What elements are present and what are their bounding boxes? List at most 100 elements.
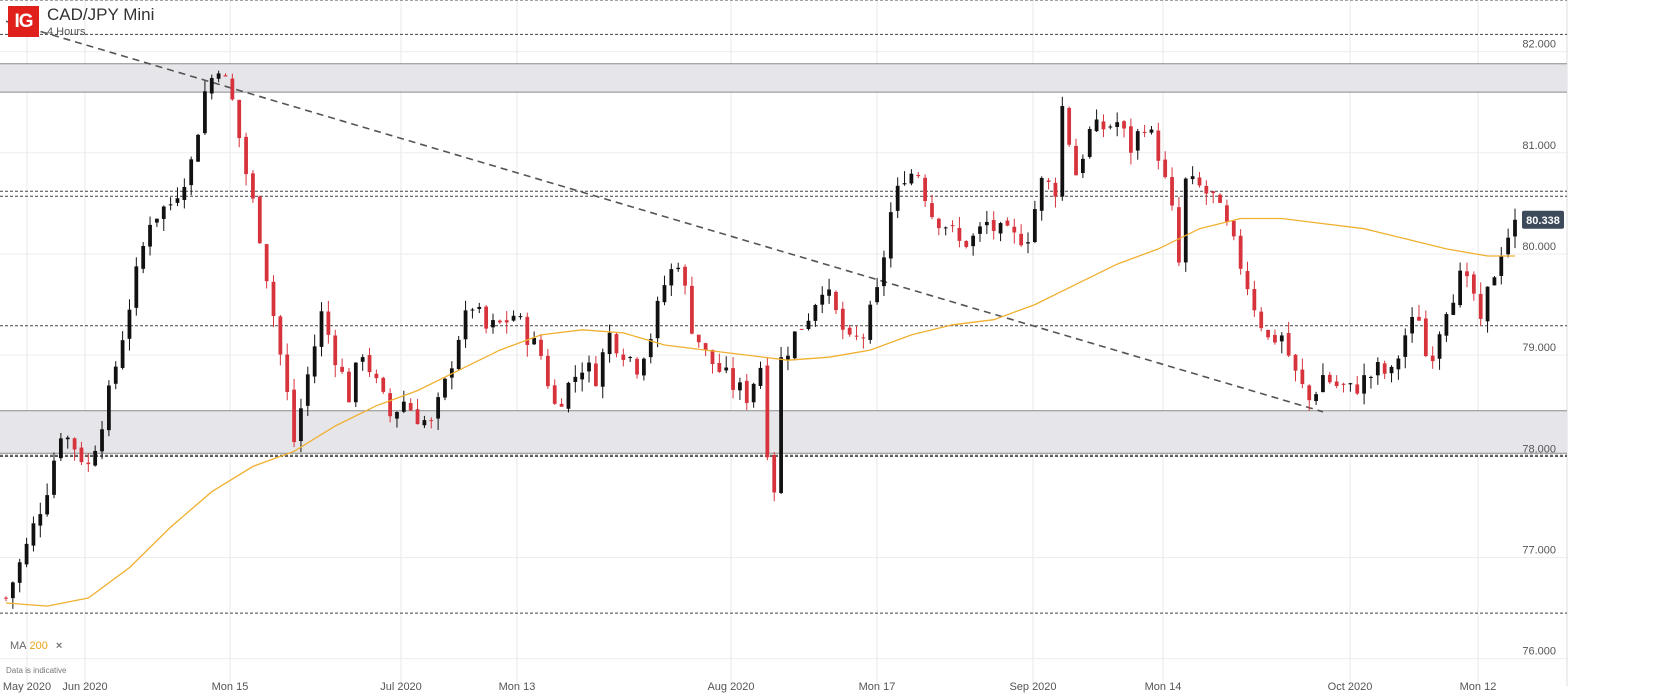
candle-body	[847, 327, 852, 335]
candle-body	[621, 354, 626, 360]
candle-body	[1485, 286, 1490, 322]
zone-1	[0, 410, 1567, 454]
candle-body	[4, 597, 8, 599]
candle-body	[779, 357, 783, 493]
candle-body	[230, 78, 235, 100]
candle-body	[635, 358, 639, 375]
candle-body	[58, 438, 63, 459]
candle-body	[299, 408, 303, 442]
candle-body	[854, 335, 859, 337]
y-tick-label-2: 80.000	[1522, 241, 1556, 253]
candle-body	[1238, 235, 1243, 269]
candle-body	[436, 397, 441, 419]
candle-body	[1094, 119, 1099, 132]
candle-body	[1101, 121, 1106, 130]
candle-body	[326, 311, 331, 335]
candle-body	[669, 269, 674, 286]
candle-body	[244, 136, 248, 175]
candle-body	[1197, 177, 1202, 186]
candle-body	[559, 403, 564, 407]
candle-body	[271, 281, 276, 317]
candle-body	[1396, 358, 1401, 370]
candle-body	[141, 246, 146, 269]
candle-body	[374, 373, 379, 379]
candle-body	[401, 401, 406, 412]
x-tick-label-3: Jul 2020	[380, 681, 422, 693]
candle-body	[1334, 381, 1339, 387]
candle-body	[1252, 289, 1257, 311]
candle-body	[984, 221, 989, 226]
last-price-value: 80.338	[1526, 215, 1560, 227]
candle-body	[422, 420, 427, 426]
x-tick-label-1: Jun 2020	[62, 681, 107, 693]
candle-body	[1074, 145, 1078, 176]
remove-indicator-button[interactable]: ×	[55, 640, 63, 652]
candle-body	[408, 403, 413, 411]
candle-body	[127, 309, 132, 339]
candle-body	[443, 378, 447, 398]
candle-body	[456, 339, 461, 370]
candle-body	[875, 287, 879, 303]
candle-body	[683, 266, 687, 286]
candle-body	[72, 438, 77, 450]
candle-body	[813, 304, 818, 321]
x-tick-label-2: Mon 15	[212, 681, 249, 693]
candle-body	[161, 206, 166, 219]
candle-body	[477, 306, 482, 309]
indicator-period: 200	[29, 640, 48, 652]
y-tick-label-4: 78.000	[1522, 443, 1556, 455]
candle-body	[470, 309, 475, 311]
candle-body	[1067, 107, 1072, 145]
candle-body	[257, 196, 262, 244]
candle-body	[834, 291, 838, 311]
candle-body	[52, 460, 56, 495]
candle-body	[648, 339, 653, 358]
candle-body	[203, 91, 207, 134]
candle-body	[1225, 205, 1229, 223]
candle-body	[1204, 185, 1209, 194]
candle-body	[209, 78, 214, 94]
candle-body	[1026, 242, 1030, 244]
x-tick-label-6: Mon 17	[859, 681, 896, 693]
candle-body	[504, 320, 509, 323]
candle-body	[1156, 130, 1161, 161]
trendline-segment	[5, 20, 1324, 413]
candle-body	[909, 173, 914, 184]
candle-body	[710, 349, 715, 364]
candle-body	[964, 240, 969, 247]
indicator-legend: MA 200 ×	[10, 640, 62, 652]
candle-body	[552, 385, 557, 404]
instrument-title: CAD/JPY Mini	[47, 5, 155, 24]
candle-body	[751, 383, 756, 403]
candle-body	[1307, 385, 1312, 401]
candle-body	[888, 212, 893, 259]
candle-body	[806, 320, 811, 330]
candle-body	[525, 316, 530, 345]
candle-body	[696, 334, 701, 343]
candle-body	[1362, 375, 1366, 394]
candle-body	[388, 393, 392, 417]
candle-body	[936, 218, 941, 229]
candle-body	[532, 338, 537, 345]
candle-body	[216, 73, 221, 79]
candle-body	[17, 562, 22, 583]
candle-body	[1231, 220, 1236, 237]
candle-body	[120, 340, 125, 368]
candle-body	[189, 159, 194, 186]
candle-body	[429, 420, 434, 422]
candle-body	[971, 235, 976, 247]
candle-body	[1293, 354, 1298, 371]
candle-body	[1423, 318, 1428, 357]
candle-body	[765, 365, 770, 458]
candle-body	[1417, 316, 1421, 321]
candle-body	[1478, 293, 1483, 319]
candle-body	[1163, 159, 1168, 178]
y-tick-label-5: 77.000	[1522, 545, 1556, 557]
candle-body	[251, 173, 255, 199]
y-tick-label-1: 81.000	[1522, 140, 1556, 152]
candle-body	[662, 285, 667, 303]
candle-body	[518, 316, 523, 318]
disclaimer: Data is indicative	[6, 666, 67, 675]
candle-body	[642, 358, 646, 376]
